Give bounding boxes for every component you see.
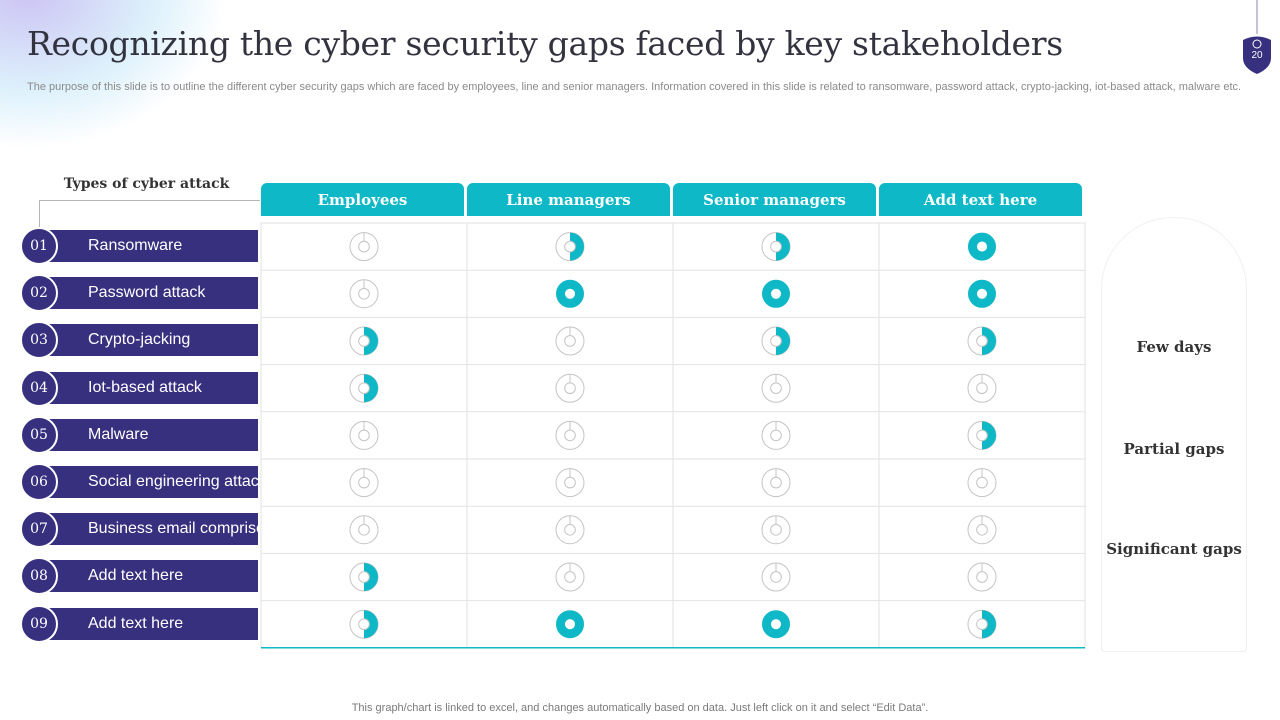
gap-indicator: [349, 279, 379, 309]
shield-badge-icon: [1243, 0, 1271, 74]
attack-row: Iot-based attack 04: [20, 368, 260, 407]
gap-indicator: [349, 326, 379, 356]
attack-number: 01: [20, 227, 58, 265]
gap-indicator: [967, 326, 997, 356]
gap-indicator: [555, 420, 585, 450]
attack-number: 07: [20, 510, 58, 549]
gap-indicator: [555, 562, 585, 592]
types-heading: Types of cyber attack: [63, 176, 230, 192]
column-header: Line managers: [467, 183, 670, 216]
attack-number: 02: [20, 274, 58, 313]
attack-bar: Password attack: [40, 277, 258, 310]
attack-number: 06: [20, 463, 58, 501]
page-number: 20: [1251, 50, 1263, 61]
attack-number: 08: [20, 557, 58, 596]
column-header: Employees: [261, 183, 464, 216]
gap-indicator: [555, 610, 584, 639]
attack-label: Malware: [88, 425, 149, 443]
attack-bar: Add text here: [40, 607, 258, 640]
gap-indicator: [967, 232, 996, 261]
attack-bar: Iot-based attack: [40, 371, 258, 404]
gap-indicator: [555, 468, 585, 498]
gap-indicator: [761, 515, 791, 545]
attack-row: Ransomware 01: [20, 227, 260, 265]
attack-number: 05: [20, 415, 58, 454]
gap-indicator: [761, 279, 790, 308]
gap-indicator: [555, 326, 585, 356]
gap-indicator: [349, 420, 379, 450]
attack-row: Add text here 09: [20, 604, 260, 643]
attack-label: Password attack: [88, 284, 206, 302]
gap-indicator: [967, 609, 997, 639]
attack-bar: Malware: [40, 418, 258, 451]
gap-indicator: [967, 279, 996, 308]
legend-label: Few days: [1136, 338, 1212, 356]
attack-bar: Ransomware: [40, 230, 258, 262]
gap-indicator: [761, 326, 791, 356]
gap-indicator: [761, 610, 790, 639]
attack-label: Ransomware: [88, 237, 183, 254]
gap-indicator: [555, 515, 585, 545]
attack-label: Iot-based attack: [88, 378, 202, 396]
attack-row: Crypto-jacking 03: [20, 321, 260, 360]
attack-row: Password attack 02: [20, 274, 260, 313]
gap-indicator: [967, 562, 997, 592]
attack-row: Business email comprise 07: [20, 510, 265, 549]
gap-indicator: [349, 609, 379, 639]
gap-indicator: [967, 373, 997, 403]
attack-label: Crypto-jacking: [88, 331, 191, 349]
legend-label: Partial gaps: [1123, 440, 1225, 458]
gap-indicator: [349, 468, 379, 498]
gap-indicator: [967, 420, 997, 450]
slide-subtitle: The purpose of this slide is to outline …: [27, 81, 1242, 93]
attack-number: 09: [20, 604, 58, 643]
gap-indicator: [349, 515, 379, 545]
attack-bar: Crypto-jacking: [40, 324, 258, 357]
gap-indicator: [349, 562, 379, 592]
page-badge: 20: [1240, 0, 1274, 76]
gap-indicator: [555, 279, 584, 308]
attack-number: 04: [20, 368, 58, 407]
attack-row: Social engineering attack 06: [20, 463, 267, 501]
gap-indicator: [967, 515, 997, 545]
gap-indicator: [761, 232, 791, 262]
gap-indicator: [349, 232, 379, 262]
legend-panel: [1101, 217, 1247, 652]
legend-label: Significant gaps: [1106, 540, 1242, 558]
attack-number: 03: [20, 321, 58, 360]
gap-indicator: [761, 562, 791, 592]
types-bracket: [39, 200, 260, 227]
attack-row: Add text here 08: [20, 557, 260, 596]
gap-indicator: [761, 373, 791, 403]
attack-row: Malware 05: [20, 415, 260, 454]
attack-bar: Add text here: [40, 560, 258, 593]
attack-bar: Business email comprise: [40, 513, 265, 546]
gap-indicator: [761, 468, 791, 498]
slide-title: Recognizing the cyber security gaps face…: [27, 24, 1063, 63]
column-header: Add text here: [879, 183, 1082, 216]
attack-label: Business email comprise: [88, 520, 265, 538]
column-header: Senior managers: [673, 183, 876, 216]
gap-indicator: [349, 373, 379, 403]
gap-indicator: [555, 232, 585, 262]
attack-label: Add text here: [88, 614, 184, 632]
attack-bar: Social engineering attack: [40, 466, 267, 498]
gap-indicator: [555, 373, 585, 403]
attack-label: Social engineering attack: [88, 473, 267, 490]
gap-indicator: [761, 420, 791, 450]
footer-note: This graph/chart is linked to excel, and…: [351, 702, 929, 714]
attack-label: Add text here: [88, 567, 184, 585]
gap-indicator: [967, 468, 997, 498]
